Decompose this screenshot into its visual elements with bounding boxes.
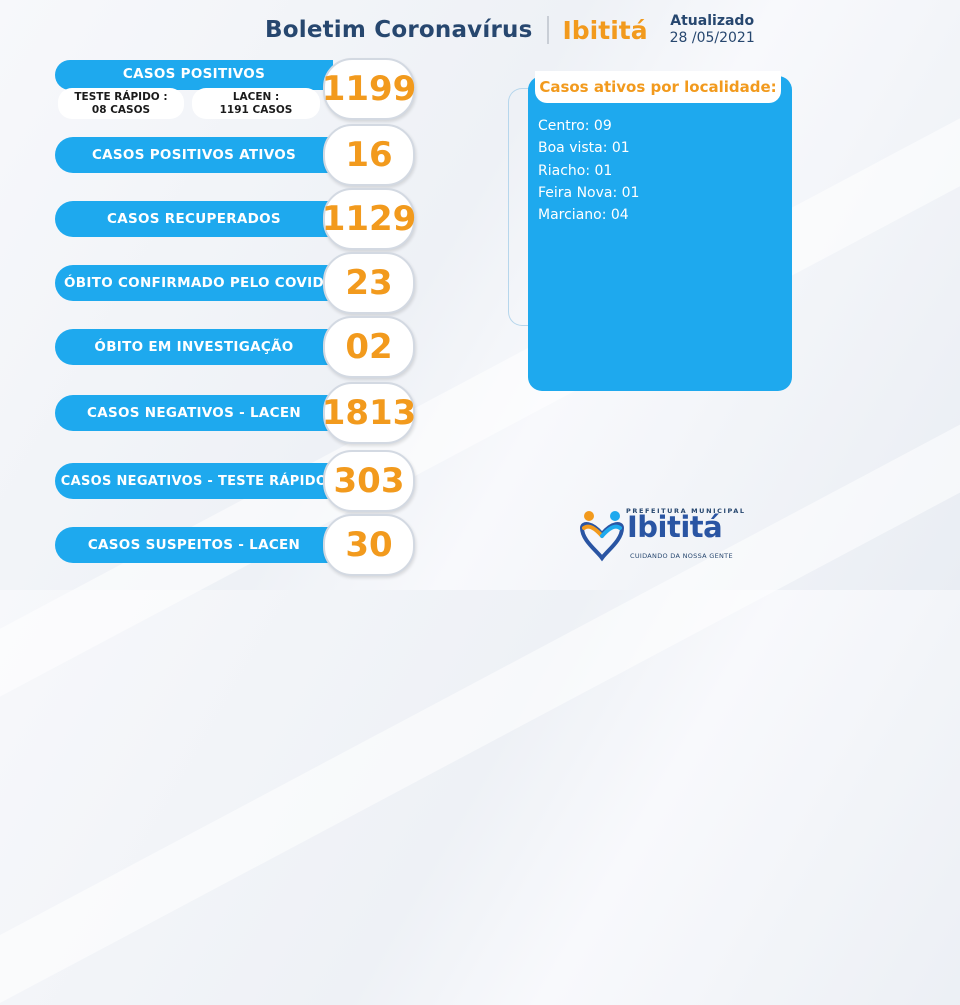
stat-label: CASOS NEGATIVOS - LACEN <box>55 395 333 431</box>
list-item: Centro: 09 <box>538 118 612 134</box>
locality-list: Centro: 09 Boa vista: 01 Riacho: 01 Feir… <box>538 115 639 226</box>
stat-label: CASOS SUSPEITOS - LACEN <box>55 527 333 563</box>
page-title: Boletim Coronavírus <box>265 17 533 43</box>
municipal-logo: PREFEITURA MUNICIPAL Ibititá CUIDANDO DA… <box>578 502 748 564</box>
locality-panel-title: Casos ativos por localidade: <box>535 71 781 103</box>
stat-row-negative-rapid-test: CASOS NEGATIVOS - TESTE RÁPIDO 303 <box>55 450 415 512</box>
city-name: Ibititá <box>562 15 648 45</box>
stat-value: 02 <box>323 316 415 378</box>
panel-outline-decoration <box>508 88 539 326</box>
stat-label: ÓBITO EM INVESTIGAÇÃO <box>55 329 333 365</box>
page-header: Boletim Coronavírus Ibititá Atualizado 2… <box>265 12 755 48</box>
stat-row-suspected-lacen: CASOS SUSPEITOS - LACEN 30 <box>55 514 415 576</box>
stat-row-confirmed-deaths: ÓBITO CONFIRMADO PELO COVID 23 <box>55 252 415 314</box>
stat-value: 1199 <box>322 58 416 120</box>
stat-value: 303 <box>323 450 415 512</box>
logo-name: Ibititá <box>627 510 723 544</box>
stat-value: 1129 <box>322 188 416 250</box>
locality-panel <box>528 76 792 391</box>
stat-label: CASOS NEGATIVOS - TESTE RÁPIDO <box>55 463 333 499</box>
list-item: Feira Nova: 01 <box>538 184 640 201</box>
logo-slogan: CUIDANDO DA NOSSA GENTE <box>630 552 733 560</box>
header-divider <box>547 16 550 44</box>
stat-value: 16 <box>323 124 415 186</box>
lacen-value: 1191 CASOS <box>219 103 293 116</box>
rapid-test-value: 08 CASOS <box>91 103 151 116</box>
lacen-label: LACEN : <box>232 90 280 103</box>
stat-value: 30 <box>323 514 415 576</box>
list-item: Boa vista: 01 <box>538 140 630 157</box>
rapid-test-label: TESTE RÁPIDO : <box>74 90 168 103</box>
list-item: Riacho: 01 <box>538 162 613 179</box>
updated-label: Atualizado <box>670 13 755 29</box>
stat-label: CASOS POSITIVOS <box>55 60 333 90</box>
stat-row-deaths-under-investigation: ÓBITO EM INVESTIGAÇÃO 02 <box>55 316 415 378</box>
list-item: Marciano: 04 <box>538 207 629 224</box>
stat-value: 23 <box>323 252 415 314</box>
stat-row-active-cases: CASOS POSITIVOS ATIVOS 16 <box>55 124 415 186</box>
update-info: Atualizado 28 /05/2021 <box>670 13 755 47</box>
stat-label: CASOS RECUPERADOS <box>55 201 333 237</box>
stat-value: 1813 <box>322 382 416 444</box>
stat-label: CASOS POSITIVOS ATIVOS <box>55 137 333 173</box>
stat-label: ÓBITO CONFIRMADO PELO COVID <box>55 265 333 301</box>
logo-top-text: PREFEITURA MUNICIPAL <box>626 507 746 515</box>
stat-row-recovered: CASOS RECUPERADOS 1129 <box>55 188 416 250</box>
updated-date: 28 /05/2021 <box>669 30 755 46</box>
stat-row-negative-lacen: CASOS NEGATIVOS - LACEN 1813 <box>55 382 416 444</box>
lacen-breakdown: LACEN : 1191 CASOS <box>192 88 320 119</box>
heart-people-icon <box>579 511 625 562</box>
stat-row-positive-cases: CASOS POSITIVOS TESTE RÁPIDO : 08 CASOS … <box>55 58 416 120</box>
rapid-test-breakdown: TESTE RÁPIDO : 08 CASOS <box>58 88 184 119</box>
